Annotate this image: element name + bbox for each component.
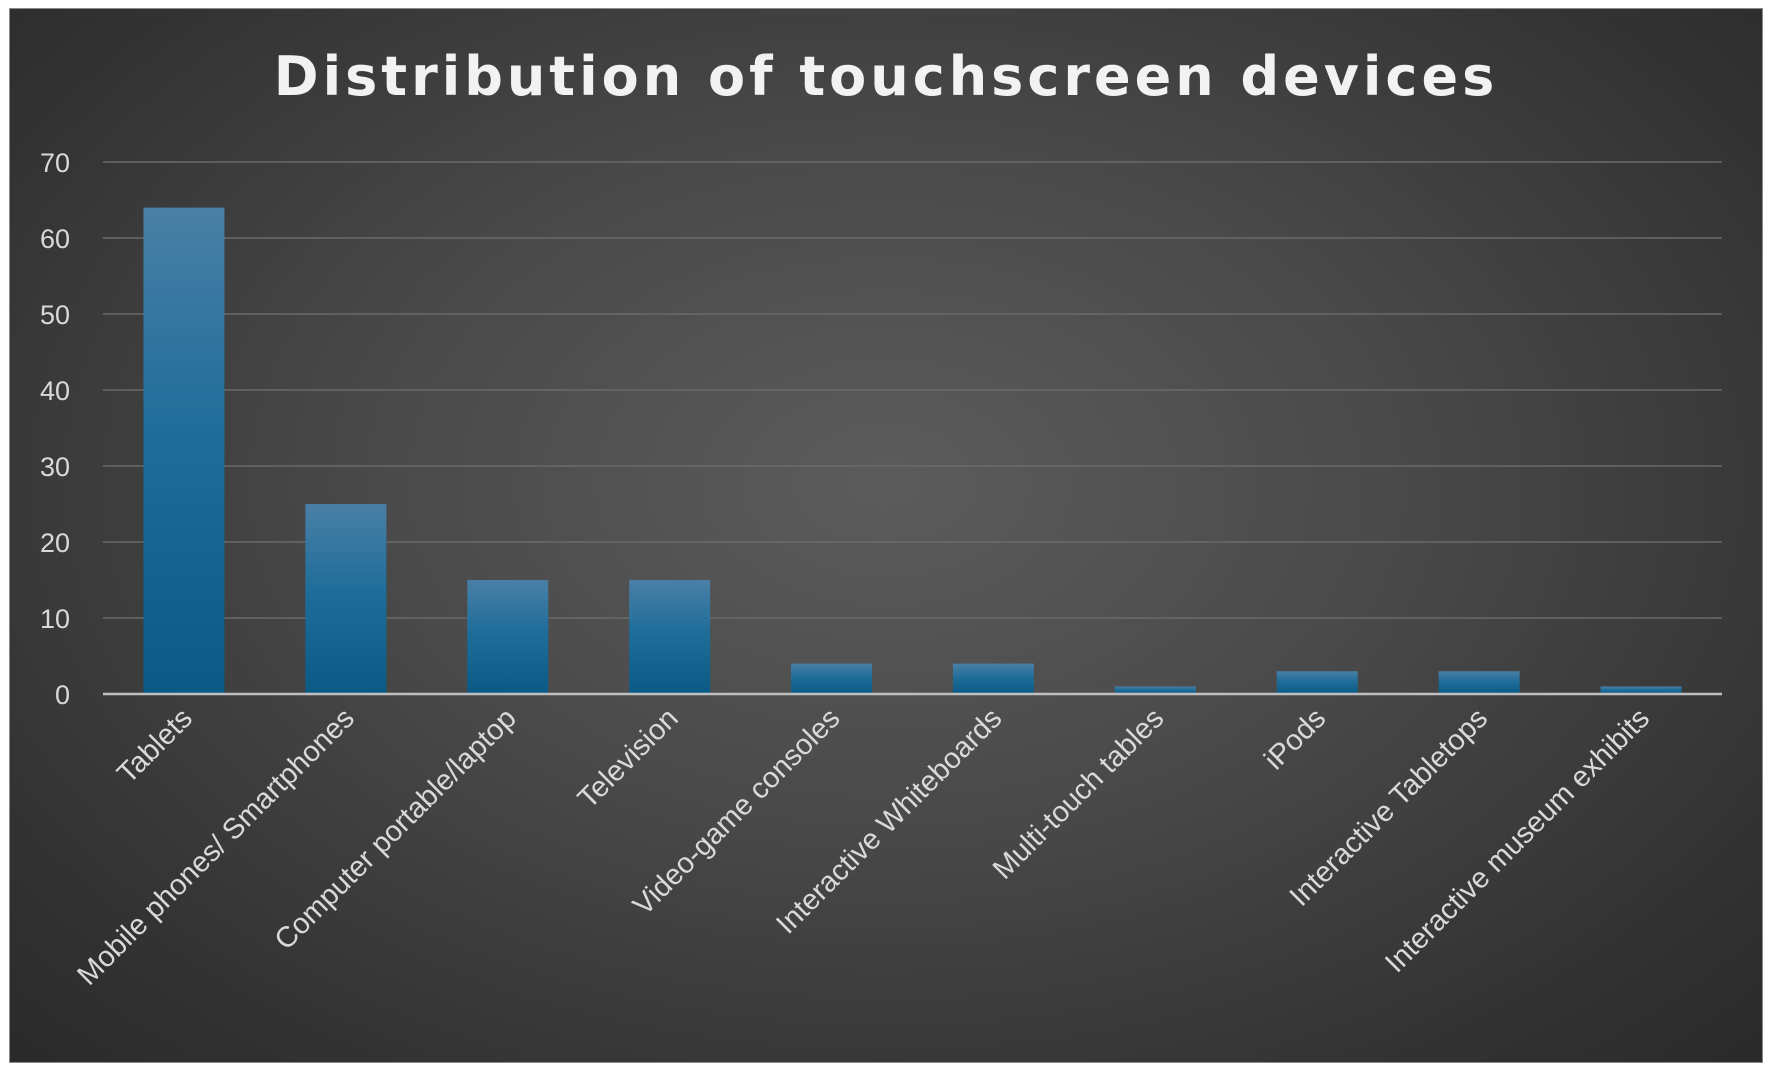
y-tick-label: 20 bbox=[40, 528, 70, 558]
y-tick-label: 70 bbox=[40, 148, 70, 178]
y-tick-label: 30 bbox=[40, 452, 70, 482]
bar-6 bbox=[1114, 686, 1196, 694]
y-tick-label: 10 bbox=[40, 604, 70, 634]
x-category-label: Interactive museum exhibits bbox=[1379, 702, 1656, 979]
x-category-label: iPods bbox=[1258, 702, 1332, 776]
x-category-label: Mobile phones/ Smartphones bbox=[71, 702, 360, 991]
bar-1 bbox=[305, 504, 387, 694]
bar-8 bbox=[1438, 671, 1520, 694]
bars bbox=[143, 207, 1682, 694]
bar-5 bbox=[952, 663, 1034, 694]
x-category-label: Tablets bbox=[111, 702, 199, 790]
y-tick-label: 0 bbox=[55, 680, 70, 710]
bar-2 bbox=[467, 580, 549, 694]
chart-frame bbox=[9, 8, 1763, 1063]
y-axis-ticks: 0 10 20 30 40 50 60 70 bbox=[40, 148, 70, 710]
x-category-label: Television bbox=[572, 702, 685, 815]
y-tick-label: 40 bbox=[40, 376, 70, 406]
y-tick-label: 60 bbox=[40, 224, 70, 254]
y-tick-label: 50 bbox=[40, 300, 70, 330]
bar-7 bbox=[1276, 671, 1358, 694]
chart-title: Distribution of touchscreen devices bbox=[274, 45, 1498, 108]
bar-0 bbox=[143, 207, 225, 694]
bar-3 bbox=[629, 580, 711, 694]
bar-4 bbox=[791, 663, 873, 694]
bar-9 bbox=[1600, 686, 1682, 694]
x-category-label: Multi-touch tables bbox=[987, 702, 1170, 885]
